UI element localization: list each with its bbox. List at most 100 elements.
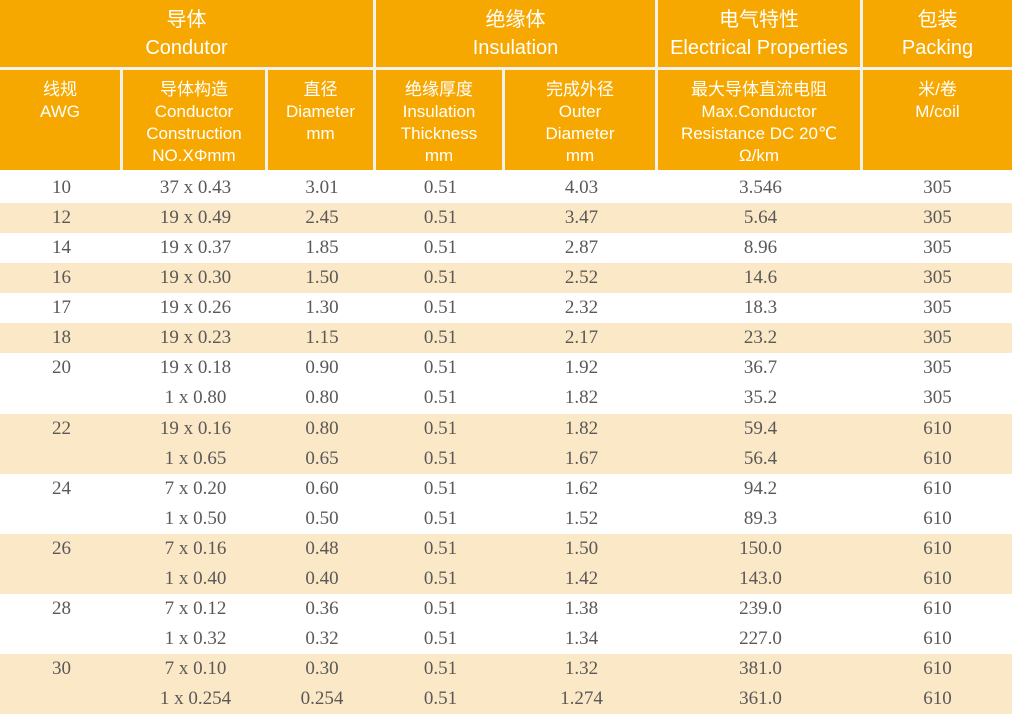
- cell-awg: 18: [52, 327, 71, 349]
- cell-resistance: 14.6: [743, 267, 778, 289]
- cell-insulation-thickness: 0.51: [423, 207, 458, 229]
- column-header-line: Insulation: [402, 102, 476, 121]
- cell-diameter: 0.254: [300, 688, 344, 710]
- cell-m-per-coil: 305: [923, 237, 952, 259]
- cell-resistance: 381.0: [739, 658, 782, 680]
- cell-conductor-construction: 1 x 0.32: [164, 627, 227, 649]
- cell-resistance: 56.4: [743, 447, 778, 469]
- cell-insulation-thickness: 0.51: [423, 658, 458, 680]
- cell-outer-diameter: 1.52: [564, 507, 599, 529]
- cell-outer-diameter: 1.67: [564, 447, 599, 469]
- column-header-line: 米/卷: [918, 80, 957, 99]
- cell-conductor-construction: 7 x 0.16: [164, 537, 227, 559]
- table-row: 18 19 x 0.23 1.15 0.51 2.17 23.2 305: [0, 323, 1012, 354]
- group-header-row: 导体 Condutor 绝缘体 Insulation 电气特性 Electric…: [0, 0, 1012, 70]
- table-row: 30 7 x 0.10 0.30 0.51 1.32 381.0 610: [0, 654, 1012, 685]
- cell-resistance: 59.4: [743, 417, 778, 439]
- group-header-packing-zh: 包装: [917, 8, 958, 31]
- cell-insulation-thickness: 0.51: [423, 537, 458, 559]
- cell-outer-diameter: 3.47: [564, 207, 599, 229]
- column-header-max-conductor-resistance: 最大导体直流电阻 Max.Conductor Resistance DC 20℃ Ω/…: [658, 70, 863, 170]
- cell-resistance: 239.0: [739, 597, 782, 619]
- group-header-conductor-en: Condutor: [145, 36, 228, 59]
- column-header-line: Ω/km: [738, 146, 780, 165]
- cell-m-per-coil: 305: [923, 207, 952, 229]
- cell-outer-diameter: 2.87: [564, 237, 599, 259]
- table-body: 10 37 x 0.43 3.01 0.51 4.03 3.546 305 12…: [0, 173, 1012, 715]
- cell-outer-diameter: 2.32: [564, 297, 599, 319]
- column-header-outer-diameter: 完成外径 Outer Diameter mm: [505, 70, 658, 170]
- cell-insulation-thickness: 0.51: [423, 327, 458, 349]
- cell-outer-diameter: 2.52: [564, 267, 599, 289]
- group-header-insulation-zh: 绝缘体: [485, 8, 546, 31]
- cell-awg: [0, 444, 123, 474]
- column-header-line: NO.XΦmm: [152, 146, 236, 165]
- cell-conductor-construction: 19 x 0.26: [159, 297, 232, 319]
- cell-conductor-construction: 37 x 0.43: [159, 177, 232, 199]
- column-header-line: Max.Conductor: [701, 102, 817, 121]
- cell-insulation-thickness: 0.51: [423, 447, 458, 469]
- cell-conductor-construction: 19 x 0.49: [159, 207, 232, 229]
- cell-m-per-coil: 610: [923, 447, 952, 469]
- cell-resistance: 35.2: [743, 387, 778, 409]
- cell-outer-diameter: 2.17: [564, 327, 599, 349]
- table-row: 14 19 x 0.37 1.85 0.51 2.87 8.96 305: [0, 233, 1012, 264]
- cell-diameter: 1.50: [305, 267, 339, 289]
- cell-diameter: 0.36: [305, 597, 339, 619]
- cell-conductor-construction: 19 x 0.16: [159, 417, 232, 439]
- cell-awg: [0, 564, 123, 594]
- cell-insulation-thickness: 0.51: [423, 567, 458, 589]
- column-header-line: M/coil: [915, 102, 960, 121]
- table-row: 26 7 x 0.16 0.48 0.51 1.50 150.0 610: [0, 533, 1012, 564]
- cell-diameter: 0.80: [305, 387, 339, 409]
- column-header-conductor-construction: 导体构造 Conductor Construction NO.XΦmm: [123, 70, 268, 170]
- cell-awg: 28: [52, 597, 71, 619]
- group-header-conductor: 导体 Condutor: [0, 0, 376, 67]
- cell-awg: [0, 684, 123, 714]
- column-header-line: Outer: [558, 102, 602, 121]
- cell-insulation-thickness: 0.51: [423, 387, 458, 409]
- cell-insulation-thickness: 0.51: [423, 477, 458, 499]
- table-row: 1 x 0.65 0.65 0.51 1.67 56.4 610: [0, 443, 1012, 474]
- table-row: 24 7 x 0.20 0.60 0.51 1.62 94.2 610: [0, 473, 1012, 504]
- cell-conductor-construction: 19 x 0.18: [159, 357, 232, 379]
- cell-diameter: 0.50: [305, 507, 339, 529]
- column-header-line: Resistance DC 20℃: [680, 124, 838, 143]
- cell-diameter: 0.80: [305, 417, 339, 439]
- cell-diameter: 0.48: [305, 537, 339, 559]
- cell-resistance: 3.546: [739, 177, 782, 199]
- group-header-packing: 包装 Packing: [863, 0, 1012, 67]
- cell-insulation-thickness: 0.51: [423, 597, 458, 619]
- cell-m-per-coil: 305: [923, 177, 952, 199]
- cell-diameter: 0.90: [305, 357, 339, 379]
- cell-insulation-thickness: 0.51: [423, 237, 458, 259]
- cell-resistance: 89.3: [743, 507, 778, 529]
- cell-outer-diameter: 1.62: [564, 477, 599, 499]
- cell-awg: 26: [52, 537, 71, 559]
- cell-awg: 16: [52, 267, 71, 289]
- cell-outer-diameter: 4.03: [564, 177, 599, 199]
- cell-resistance: 94.2: [743, 477, 778, 499]
- column-header-line: Thickness: [400, 124, 478, 143]
- table-row: 20 19 x 0.18 0.90 0.51 1.92 36.7 305: [0, 353, 1012, 384]
- column-header-insulation-thickness: 绝缘厚度 Insulation Thickness mm: [376, 70, 505, 170]
- cell-conductor-construction: 1 x 0.65: [164, 447, 227, 469]
- cell-diameter: 0.60: [305, 477, 339, 499]
- cell-insulation-thickness: 0.51: [423, 507, 458, 529]
- column-header-line: mm: [565, 146, 595, 165]
- cell-resistance: 23.2: [743, 327, 778, 349]
- cell-diameter: 1.30: [305, 297, 339, 319]
- column-header-diameter: 直径 Diameter mm: [268, 70, 376, 170]
- cell-outer-diameter: 1.38: [564, 597, 599, 619]
- table-row: 1 x 0.80 0.80 0.51 1.82 35.2 305: [0, 383, 1012, 414]
- cell-m-per-coil: 610: [923, 658, 952, 680]
- cell-awg: 14: [52, 237, 71, 259]
- cell-diameter: 0.65: [305, 447, 339, 469]
- cell-outer-diameter: 1.32: [564, 658, 599, 680]
- column-header-line: 线规: [43, 80, 77, 99]
- cell-m-per-coil: 305: [923, 267, 952, 289]
- cell-m-per-coil: 610: [923, 537, 952, 559]
- column-header-line: 直径: [303, 80, 338, 99]
- group-header-insulation: 绝缘体 Insulation: [376, 0, 658, 67]
